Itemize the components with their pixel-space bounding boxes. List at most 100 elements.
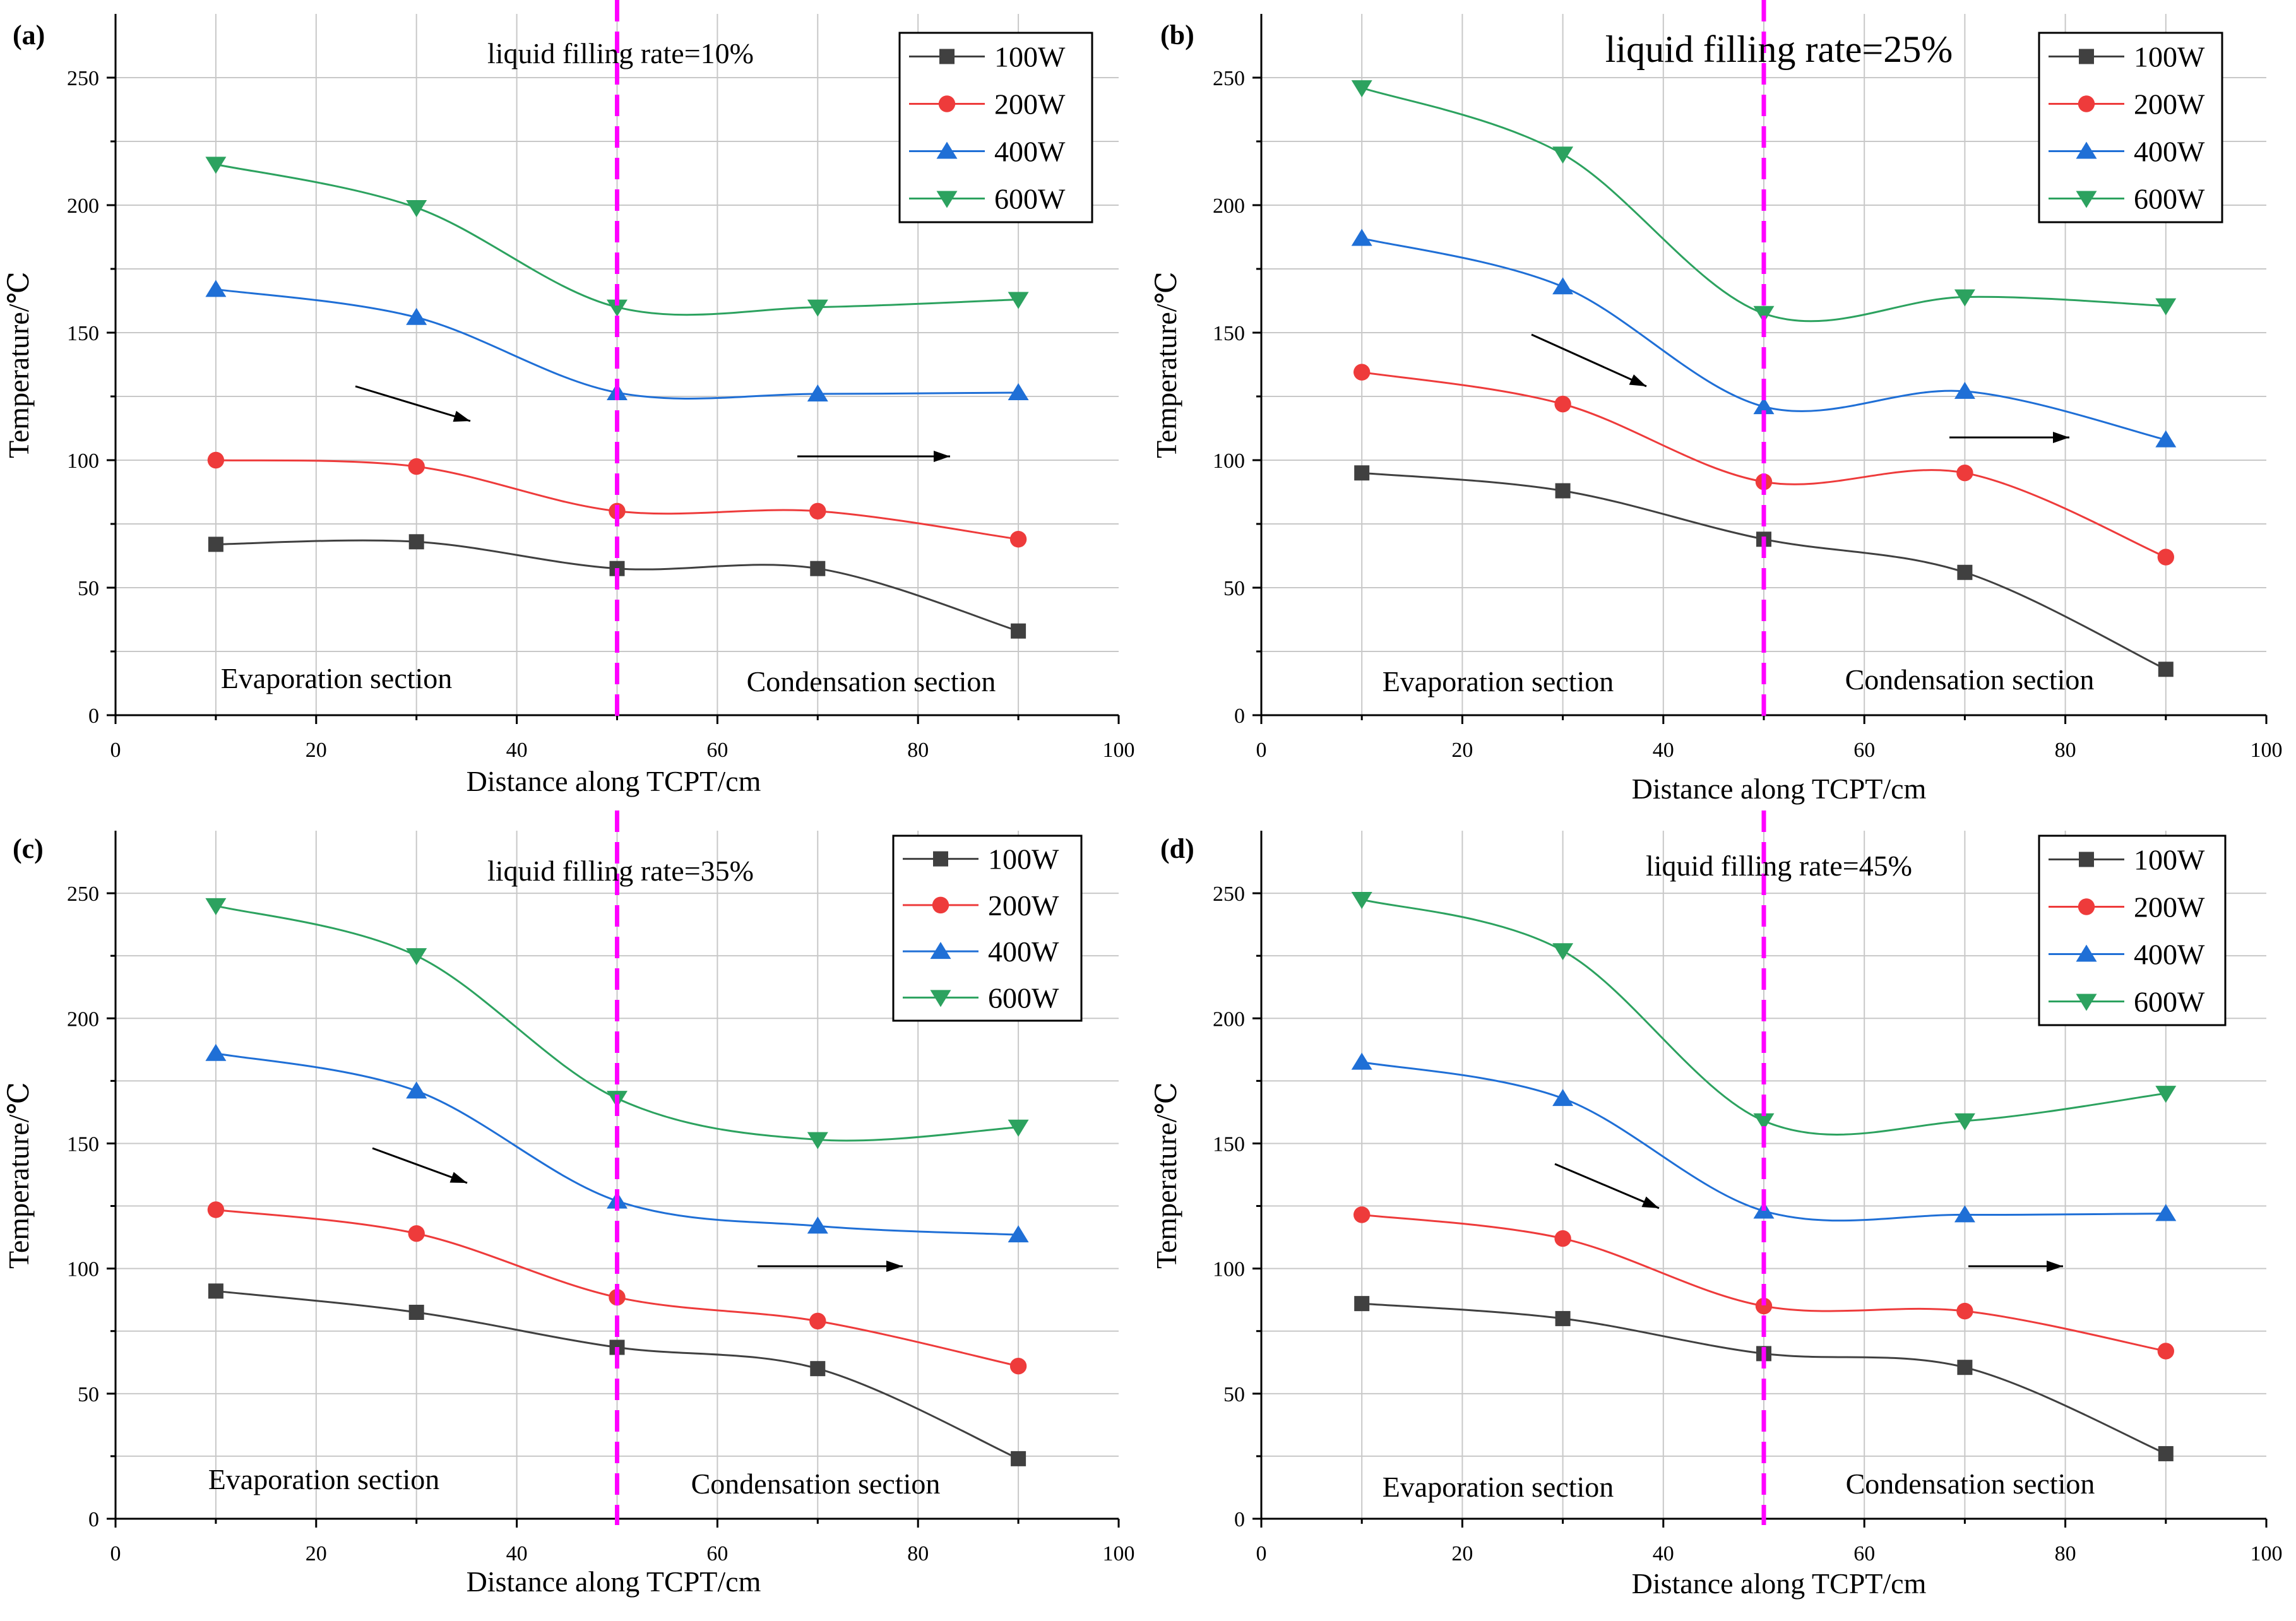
legend-label-100W: 100W	[2134, 844, 2205, 876]
legend-label-600W: 600W	[994, 183, 1066, 215]
data-point-200W	[2157, 549, 2174, 566]
legend-marker-100W	[933, 851, 948, 867]
legend-label-400W: 400W	[994, 136, 1066, 168]
legend-label-100W: 100W	[988, 843, 1059, 876]
data-point-600W	[205, 157, 227, 174]
chart-panel-b: 0 20 40 60 80 100 0 50 100 150 200 250 liquid fillin…	[1148, 0, 2295, 810]
data-point-400W	[1351, 1052, 1372, 1070]
chart-svg: 0 20 40 60 80 100 0 50 100 150 200 250 liquid fillin…	[1150, 810, 2283, 1600]
flow-arrow-head	[2053, 432, 2069, 443]
legend-label-600W: 600W	[2134, 986, 2205, 1018]
y-tick-label: 0	[88, 1508, 99, 1531]
x-tick-label: 40	[506, 1542, 528, 1565]
x-tick-label: 100	[2251, 1542, 2283, 1565]
series-markers-600W	[205, 898, 1029, 1149]
data-point-100W	[1555, 1310, 1571, 1326]
data-point-600W	[406, 948, 427, 966]
y-axis-title: Temperature/℃	[1150, 271, 1182, 458]
data-point-100W	[408, 534, 424, 550]
evaporation-section-label: Evaporation section	[1383, 1471, 1614, 1503]
x-axis-title: Distance along TCPT/cm	[1632, 773, 1927, 805]
legend-frame	[2038, 834, 2227, 1026]
legend: 100W 200W 400W 600W	[892, 834, 1083, 1022]
data-point-200W	[207, 1201, 225, 1218]
legend-marker-400W	[2076, 141, 2097, 159]
x-tick-label: 40	[1653, 739, 1674, 762]
legend-frame	[898, 32, 1093, 223]
legend-marker-200W	[938, 95, 956, 112]
data-point-100W	[1011, 1451, 1026, 1466]
chart-svg: 0 20 40 60 80 100 0 50 100 150 200 250 liquid fillin…	[1150, 0, 2283, 805]
filling-rate-annotation: liquid filling rate=35%	[487, 855, 754, 887]
legend-label-400W: 400W	[988, 935, 1059, 968]
data-point-100W	[810, 561, 826, 576]
evaporation-section-label: Evaporation section	[221, 662, 453, 694]
chart-panel-a: 0 20 40 60 80 100 0 50 100 150 200 250 liquid fillin…	[0, 0, 1148, 810]
legend: 100W 200W 400W 600W	[2038, 834, 2227, 1026]
data-point-600W	[1954, 289, 1975, 307]
panel-label: (d)	[1160, 833, 1194, 864]
data-point-600W	[2155, 298, 2177, 316]
legend-frame	[2038, 32, 2223, 223]
data-point-400W	[1008, 383, 1029, 400]
x-tick-label: 80	[907, 739, 929, 762]
legend-label-100W: 100W	[2134, 41, 2205, 73]
y-tick-label: 100	[1213, 1258, 1245, 1281]
x-tick-label: 80	[2055, 1542, 2076, 1565]
x-tick-label: 60	[1853, 739, 1875, 762]
data-point-400W	[1552, 277, 1574, 295]
condensation-section-label: Condensation section	[747, 665, 996, 698]
data-point-400W	[205, 1043, 227, 1061]
data-point-200W	[1554, 395, 1571, 413]
y-tick-label: 100	[67, 1258, 99, 1281]
series-markers-400W	[1351, 229, 2177, 448]
series-markers-600W	[1351, 892, 2177, 1131]
data-point-600W	[1008, 1119, 1029, 1137]
data-point-600W	[607, 299, 628, 317]
legend-marker-100W	[2079, 49, 2094, 64]
data-point-100W	[208, 537, 223, 552]
filling-rate-annotation: liquid filling rate=25%	[1605, 28, 1953, 70]
legend-frame	[892, 834, 1083, 1022]
legend-marker-600W	[2076, 191, 2097, 208]
x-axis-title: Distance along TCPT/cm	[467, 765, 761, 797]
data-point-100W	[1555, 483, 1571, 499]
series-markers-200W	[1353, 364, 2174, 566]
y-tick-label: 100	[67, 449, 99, 473]
flow-arrow-head	[1641, 1196, 1659, 1208]
legend-marker-100W	[939, 49, 955, 64]
y-tick-label: 0	[1234, 1508, 1245, 1531]
chart-svg: 0 20 40 60 80 100 0 50 100 150 200 250 liquid fillin…	[3, 810, 1135, 1598]
x-tick-label: 100	[1103, 739, 1135, 762]
y-tick-label: 250	[67, 882, 99, 906]
data-point-100W	[208, 1283, 223, 1299]
condensation-section-label: Condensation section	[1845, 663, 2095, 696]
data-point-400W	[1552, 1089, 1574, 1107]
y-tick-label: 0	[88, 704, 99, 728]
y-axis-title: Temperature/℃	[3, 271, 35, 458]
data-point-400W	[1753, 397, 1775, 415]
data-point-400W	[2155, 430, 2177, 448]
data-point-600W	[1351, 80, 1372, 98]
y-tick-label: 100	[1213, 449, 1245, 473]
filling-rate-annotation: liquid filling rate=45%	[1646, 850, 1912, 882]
y-axis-title: Temperature/℃	[3, 1082, 35, 1269]
data-point-600W	[1753, 306, 1775, 323]
y-tick-label: 0	[1234, 704, 1245, 728]
series-markers-200W	[1353, 1206, 2174, 1360]
data-point-600W	[2155, 1086, 2177, 1103]
y-tick-label: 50	[78, 577, 99, 600]
x-tick-label: 80	[2055, 739, 2076, 762]
legend-label-600W: 600W	[2134, 183, 2205, 215]
y-tick-label: 200	[1213, 194, 1245, 218]
series-markers-600W	[1351, 80, 2177, 323]
flow-arrow-head	[449, 1172, 467, 1183]
filling-rate-annotation: liquid filling rate=10%	[487, 37, 754, 69]
y-tick-label: 200	[67, 1007, 99, 1031]
data-point-600W	[1753, 1113, 1775, 1131]
data-point-200W	[207, 451, 225, 469]
legend-label-600W: 600W	[988, 982, 1059, 1014]
data-point-400W	[1008, 1225, 1029, 1243]
data-point-600W	[1351, 892, 1372, 909]
